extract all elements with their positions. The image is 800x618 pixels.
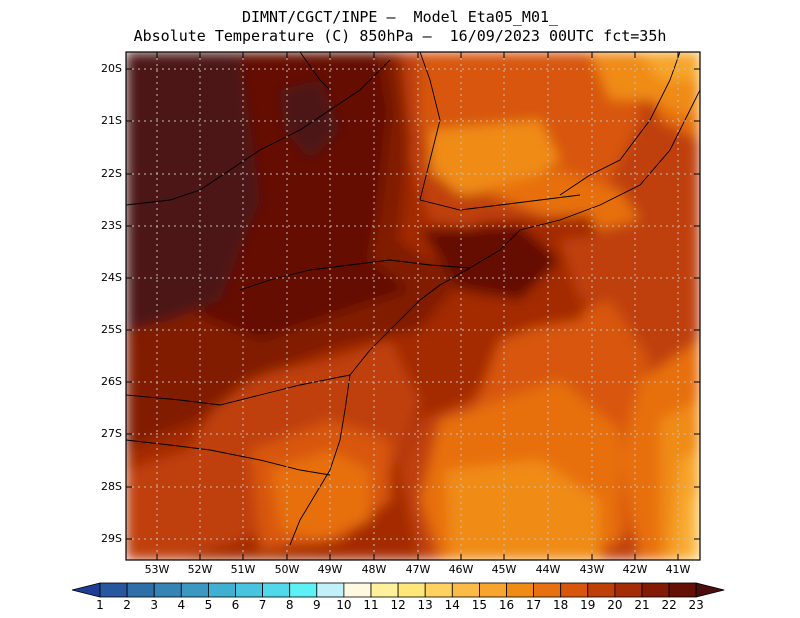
longitude-label: 53W [144,563,170,576]
colorbar-swatch [99,582,128,598]
longitude-label: 45W [491,563,517,576]
colorbar-swatch [180,582,209,598]
colorbar-label: 16 [498,598,515,612]
latitude-label: 25S [101,323,122,336]
colorbar-swatch [397,582,426,598]
colorbar-swatch [641,582,670,598]
coastline-and-borders [126,52,700,546]
temperature-region [445,460,600,560]
colorbar-swatch [262,582,291,598]
colorbar-label: 9 [312,598,321,612]
longitude-label: 48W [361,563,387,576]
temperature-region [420,225,560,300]
colorbar-swatch [207,582,236,598]
colorbar-label: 21 [634,598,650,612]
colorbar-label: 1 [96,598,104,612]
colorbar-swatch [153,582,182,598]
latitude-label: 29S [101,532,122,545]
colorbar-swatch [343,582,372,598]
latitude-label: 28S [101,480,122,493]
colorbar-label: 20 [607,598,623,612]
coastline-segment [419,194,581,211]
latitude-label: 23S [101,219,122,232]
latitude-label: 26S [101,375,122,388]
colorbar-swatch [451,582,480,598]
coastline-segment [239,259,471,291]
colorbar-label: 22 [661,598,677,612]
latitude-label: 27S [101,427,122,440]
temperature-region [560,230,660,300]
latitude-label: 24S [101,271,122,284]
coastline-segment [126,59,391,206]
colorbar [71,582,725,598]
colorbar-swatch [506,582,535,598]
colorbar-label: 13 [417,598,433,612]
colorbar-label: 11 [363,598,379,612]
colorbar-swatch [533,582,562,598]
latitude-label: 20S [101,62,122,75]
colorbar-label: 12 [390,598,406,612]
colorbar-label: 5 [204,598,213,612]
longitude-label: 51W [230,563,256,576]
temperature-region [430,120,560,195]
colorbar-swatch [587,582,616,598]
longitude-label: 49W [317,563,343,576]
colorbar-swatch [424,582,453,598]
longitude-label: 44W [535,563,561,576]
colorbar-swatch [126,582,155,598]
temperature-region [270,450,370,540]
colorbar-swatch [668,582,697,598]
colorbar-arrow-left [71,582,101,598]
colorbar-label: 18 [553,598,569,612]
colorbar-swatch [560,582,589,598]
longitude-label: 47W [405,563,431,576]
colorbar-label: 2 [123,598,131,612]
coastline-segment [126,374,351,406]
temperature-region [688,495,700,560]
title-line-1: DIMNT/CGCT/INPE – Model Eta05_M01_ [241,8,559,26]
longitude-label: 50W [274,563,300,576]
colorbar-label: 23 [688,598,704,612]
map-frame [125,51,701,561]
longitude-label: 52W [187,563,213,576]
colorbar-swatch [289,582,318,598]
temperature-region [280,80,340,160]
coastline-segment [559,52,681,196]
title-line-2: Absolute Temperature (C) 850hPa – 16/09/… [133,27,667,45]
lat-lon-grid [126,52,700,560]
colorbar-label: 7 [258,598,267,612]
axis-ticks [126,52,700,560]
coastline-segment [126,439,331,476]
temperature-region [126,52,260,330]
colorbar-label: 15 [471,598,488,612]
colorbar-swatch [614,582,643,598]
colorbar-label: 4 [177,598,186,612]
colorbar-label: 6 [231,598,240,612]
longitude-label: 46W [448,563,474,576]
latitude-label: 22S [101,167,122,180]
coastline-segment [419,52,441,201]
temperature-region [640,52,700,80]
temperature-region [480,170,640,230]
longitude-label: 43W [579,563,605,576]
colorbar-label: 10 [336,598,352,612]
colorbar-label: 3 [150,598,158,612]
colorbar-swatch [370,582,399,598]
colorbar-label: 8 [285,598,294,612]
temperature-field [126,52,700,560]
colorbar-label: 19 [580,598,596,612]
coastline-segment [469,89,700,269]
colorbar-swatch [478,582,507,598]
colorbar-label: 14 [444,598,460,612]
longitude-label: 42W [622,563,648,576]
colorbar-swatch [316,582,345,598]
colorbar-label: 17 [525,598,542,612]
latitude-label: 21S [101,114,122,127]
colorbar-arrow-right [695,582,725,598]
colorbar-swatch [235,582,264,598]
longitude-label: 41W [665,563,691,576]
coastline-segment [299,52,331,91]
